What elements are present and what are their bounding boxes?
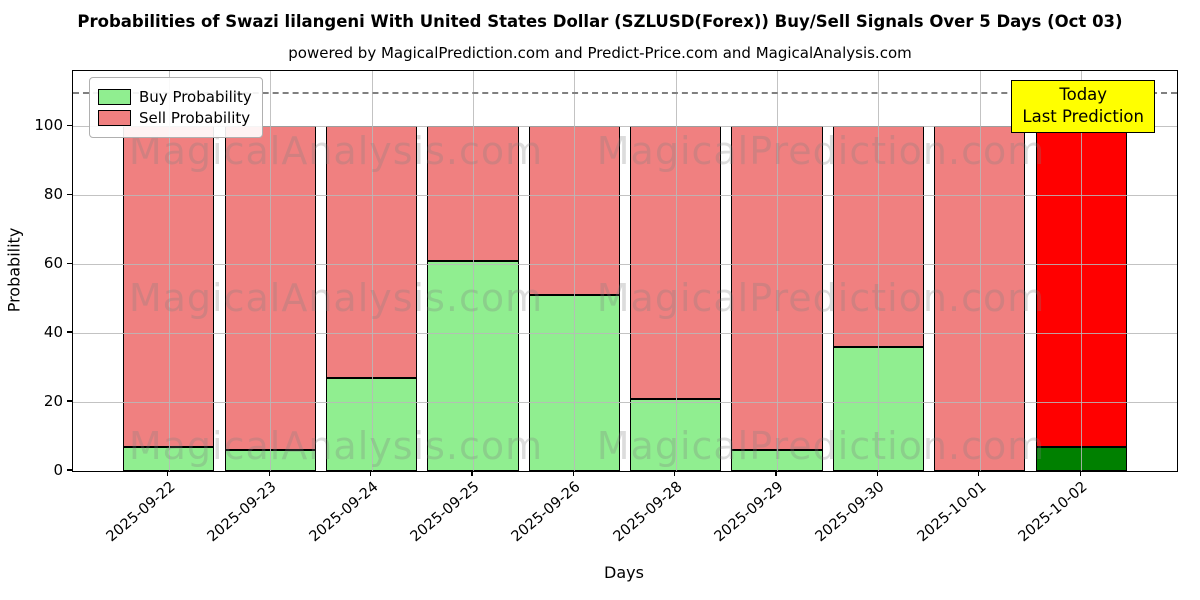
- y-tick-mark: [67, 400, 72, 402]
- gridline-vertical: [979, 71, 981, 471]
- gridline-horizontal: [73, 402, 1177, 404]
- x-tick-label: 2025-10-02: [1015, 478, 1091, 546]
- x-tick-mark: [268, 471, 270, 476]
- x-tick-label: 2025-09-29: [711, 478, 787, 546]
- y-tick-mark: [67, 469, 72, 471]
- gridline-vertical: [574, 71, 576, 471]
- y-tick-label: 40: [43, 323, 63, 342]
- x-tick-mark: [775, 471, 777, 476]
- y-tick-mark: [67, 262, 72, 264]
- bar-segment-buy: [123, 446, 215, 471]
- x-tick-mark: [978, 471, 980, 476]
- x-tick-mark: [369, 471, 372, 476]
- y-tick-mark: [67, 124, 72, 126]
- gridline-vertical: [675, 71, 677, 471]
- x-tick-mark: [876, 471, 879, 476]
- x-axis-label: Days: [604, 563, 644, 582]
- y-tick-mark: [67, 331, 72, 333]
- gridline-horizontal: [73, 126, 1177, 128]
- x-tick-label: 2025-10-01: [914, 478, 990, 546]
- x-tick-label: 2025-09-23: [204, 478, 280, 546]
- x-tick-label: 2025-09-24: [306, 478, 382, 546]
- legend-entry-buy: Buy Probability: [98, 88, 252, 106]
- x-tick-mark: [674, 471, 676, 476]
- legend-label-sell: Sell Probability: [139, 109, 251, 127]
- bar-segment-sell: [731, 126, 823, 451]
- annotation-line-2: Last Prediction: [1022, 107, 1144, 127]
- bar-segment-sell: [325, 126, 418, 378]
- x-tick-mark: [572, 471, 574, 476]
- legend: Buy Probability Sell Probability: [89, 77, 263, 138]
- legend-label-buy: Buy Probability: [139, 88, 252, 106]
- gridline-vertical: [1081, 71, 1083, 471]
- watermark-text: MagicalAnalysis.com: [128, 424, 544, 468]
- bar-segment-sell: [224, 126, 316, 451]
- bar-segment-sell: [934, 126, 1026, 471]
- x-tick-label: 2025-09-28: [610, 478, 686, 546]
- bar-segment-buy: [832, 346, 925, 471]
- bar-segment-buy: [224, 450, 316, 471]
- watermark-text: MagicalPrediction.com: [596, 424, 1046, 468]
- bar-segment-sell: [832, 126, 925, 347]
- y-tick-label: 60: [43, 254, 63, 273]
- y-tick-label: 80: [43, 185, 63, 204]
- gridline-vertical: [472, 71, 474, 471]
- sell-color-swatch: [98, 110, 131, 126]
- bar-segment-sell: [630, 126, 722, 399]
- x-tick-mark: [1079, 471, 1081, 476]
- gridline-vertical: [371, 71, 373, 471]
- bar-segment-buy: [325, 377, 418, 471]
- y-axis-label: Probability: [4, 227, 24, 313]
- watermark-text: MagicalPrediction.com: [596, 129, 1046, 173]
- chart-subtitle: powered by MagicalPrediction.com and Pre…: [288, 44, 912, 62]
- gridline-vertical: [168, 71, 170, 471]
- legend-entry-sell: Sell Probability: [98, 109, 252, 127]
- gridline-vertical: [777, 71, 779, 471]
- watermark-text: MagicalPrediction.com: [596, 276, 1046, 320]
- gridline-horizontal: [73, 333, 1177, 335]
- x-tick-mark: [167, 471, 169, 476]
- dashed-threshold-line: [73, 91, 1177, 94]
- gridline-vertical: [270, 71, 272, 471]
- x-tick-label: 2025-09-22: [103, 478, 179, 546]
- today-annotation-box: Today Last Prediction: [1011, 80, 1155, 133]
- y-tick-label: 0: [53, 461, 63, 479]
- chart-title: Probabilities of Swazi lilangeni With Un…: [77, 12, 1123, 31]
- bar-segment-buy: [630, 398, 722, 471]
- x-tick-label: 2025-09-26: [508, 478, 584, 546]
- annotation-line-1: Today: [1059, 85, 1108, 104]
- x-tick-label: 2025-09-30: [813, 478, 888, 546]
- bar-segment-sell: [123, 126, 215, 447]
- y-tick-mark: [67, 193, 72, 195]
- y-tick-label: 20: [43, 392, 63, 411]
- watermark-text: MagicalAnalysis.com: [128, 276, 544, 320]
- buy-color-swatch: [98, 89, 131, 105]
- plot-area: MagicalAnalysis.com MagicalPrediction.com…: [72, 70, 1178, 472]
- gridline-horizontal: [73, 264, 1177, 266]
- x-tick-label: 2025-09-25: [407, 478, 483, 546]
- bar-segment-buy: [731, 450, 823, 471]
- x-tick-mark: [471, 471, 473, 476]
- gridline-vertical: [878, 71, 880, 471]
- gridline-horizontal: [73, 195, 1177, 197]
- y-tick-label: 100: [34, 116, 63, 135]
